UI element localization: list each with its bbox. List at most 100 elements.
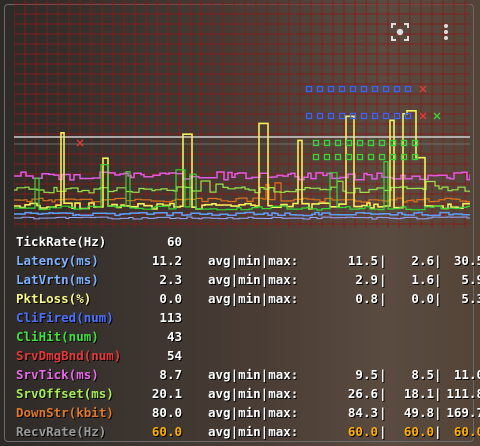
clifired-marker bbox=[316, 85, 324, 93]
stat-avg: 2.9 bbox=[355, 272, 378, 287]
stat-avgminmax-label: avg|min|max: bbox=[208, 405, 299, 420]
separator: | bbox=[379, 386, 387, 401]
stat-max: 111.8 bbox=[446, 386, 480, 401]
stat-avg: 84.3 bbox=[347, 405, 378, 420]
latency-var-line bbox=[14, 216, 470, 220]
clihit-marker bbox=[345, 139, 353, 147]
downstr-line bbox=[14, 182, 470, 203]
clihit-marker bbox=[433, 112, 441, 120]
clihit-marker bbox=[334, 153, 342, 161]
clifired-marker bbox=[327, 85, 335, 93]
clihit-marker bbox=[312, 139, 320, 147]
lens-scan-icon[interactable] bbox=[386, 18, 414, 46]
separator: | bbox=[379, 272, 387, 287]
clifired-marker bbox=[371, 85, 379, 93]
clihit-marker bbox=[367, 153, 375, 161]
clifired-marker bbox=[382, 85, 390, 93]
stat-avg: 60.0 bbox=[347, 424, 378, 439]
clifired-marker bbox=[338, 112, 346, 120]
stat-avg: 0.8 bbox=[355, 291, 378, 306]
stat-value: 2.3 bbox=[159, 272, 182, 287]
clifired-marker bbox=[349, 85, 357, 93]
separator: | bbox=[434, 424, 442, 439]
stats-panel: TickRate(Hz) 60 Latency(ms) 11.2 avg|min|max… bbox=[16, 232, 480, 441]
clifired-marker bbox=[316, 112, 324, 120]
separator: | bbox=[379, 367, 387, 382]
clifired-marker bbox=[404, 112, 412, 120]
clifired-marker bbox=[327, 112, 335, 120]
stat-label: SrvOffset(ms) bbox=[16, 386, 114, 401]
clifired-marker bbox=[382, 112, 390, 120]
pktloss-line bbox=[14, 110, 470, 210]
stat-min: 0.0 bbox=[411, 291, 434, 306]
stat-value: 80.0 bbox=[151, 405, 182, 420]
clihit-marker bbox=[378, 153, 386, 161]
stat-row: CliHit(num) 43 bbox=[16, 327, 472, 346]
clihit-marker bbox=[400, 139, 408, 147]
clihit-marker bbox=[334, 139, 342, 147]
srvtick-line bbox=[14, 171, 470, 181]
stat-value: 113 bbox=[159, 310, 182, 325]
clifired-marker bbox=[360, 85, 368, 93]
stat-label: CliHit(num) bbox=[16, 329, 99, 344]
srvoffset-line bbox=[14, 180, 470, 194]
clihit-line bbox=[14, 161, 470, 211]
stat-value: 54 bbox=[166, 348, 182, 363]
stat-max: 169.7 bbox=[446, 405, 480, 420]
clifired-marker bbox=[404, 85, 412, 93]
stat-avgminmax-label: avg|min|max: bbox=[208, 253, 299, 268]
separator: | bbox=[379, 405, 387, 420]
srvdmg-marker bbox=[76, 139, 84, 147]
stat-min: 8.5 bbox=[411, 367, 434, 382]
stat-row: SrvDmgBnd(num) 54 bbox=[16, 346, 472, 365]
clihit-marker bbox=[411, 139, 419, 147]
stat-max: 60.0 bbox=[453, 424, 480, 439]
separator: | bbox=[379, 424, 387, 439]
stat-min: 2.6 bbox=[411, 253, 434, 268]
separator: | bbox=[379, 291, 387, 306]
stat-avgminmax-label: avg|min|max: bbox=[208, 272, 299, 287]
stat-value: 0.0 bbox=[159, 291, 182, 306]
stat-label: Latency(ms) bbox=[16, 253, 99, 268]
clihit-marker bbox=[389, 139, 397, 147]
stat-label: LatVrtn(ms) bbox=[16, 272, 99, 287]
stat-max: 30.5 bbox=[453, 253, 480, 268]
stat-row: RecvRate(Hz) 60.0 avg|min|max: 60.0 | 60.0 | 60… bbox=[16, 422, 480, 441]
stat-min: 49.8 bbox=[403, 405, 434, 420]
srvdmg-marker bbox=[419, 112, 427, 120]
stat-row: SrvOffset(ms) 20.1 avg|min|max: 26.6 | 18.1 | 1… bbox=[16, 384, 480, 403]
clifired-marker bbox=[360, 112, 368, 120]
clifired-marker bbox=[338, 85, 346, 93]
clihit-marker bbox=[389, 153, 397, 161]
stat-label: CliFired(num) bbox=[16, 310, 114, 325]
stat-value: 8.7 bbox=[159, 367, 182, 382]
stat-row: CliFired(num) 113 bbox=[16, 308, 472, 327]
stat-label: SrvTick(ms) bbox=[16, 367, 99, 382]
stat-value: 60 bbox=[166, 234, 182, 249]
clihit-marker bbox=[378, 139, 386, 147]
stat-avgminmax-label: avg|min|max: bbox=[208, 424, 299, 439]
stat-label: RecvRate(Hz) bbox=[16, 424, 107, 439]
clihit-marker bbox=[367, 139, 375, 147]
stat-avg: 9.5 bbox=[355, 367, 378, 382]
srvdmg-marker bbox=[419, 85, 427, 93]
stat-row: TickRate(Hz) 60 bbox=[16, 232, 472, 251]
stat-avgminmax-label: avg|min|max: bbox=[208, 386, 299, 401]
separator: | bbox=[434, 253, 442, 268]
stat-label: TickRate(Hz) bbox=[16, 234, 107, 249]
clifired-marker bbox=[349, 112, 357, 120]
stat-value: 20.1 bbox=[151, 386, 182, 401]
stat-avg: 11.5 bbox=[347, 253, 378, 268]
stat-value: 43 bbox=[166, 329, 182, 344]
clihit-marker bbox=[323, 139, 331, 147]
clihit-marker bbox=[312, 153, 320, 161]
separator: | bbox=[434, 405, 442, 420]
more-vert-icon[interactable] bbox=[432, 18, 460, 46]
separator: | bbox=[434, 291, 442, 306]
stat-min: 18.1 bbox=[403, 386, 434, 401]
separator: | bbox=[434, 272, 442, 287]
clifired-marker bbox=[393, 112, 401, 120]
stat-label: DownStr(kbit) bbox=[16, 405, 114, 420]
